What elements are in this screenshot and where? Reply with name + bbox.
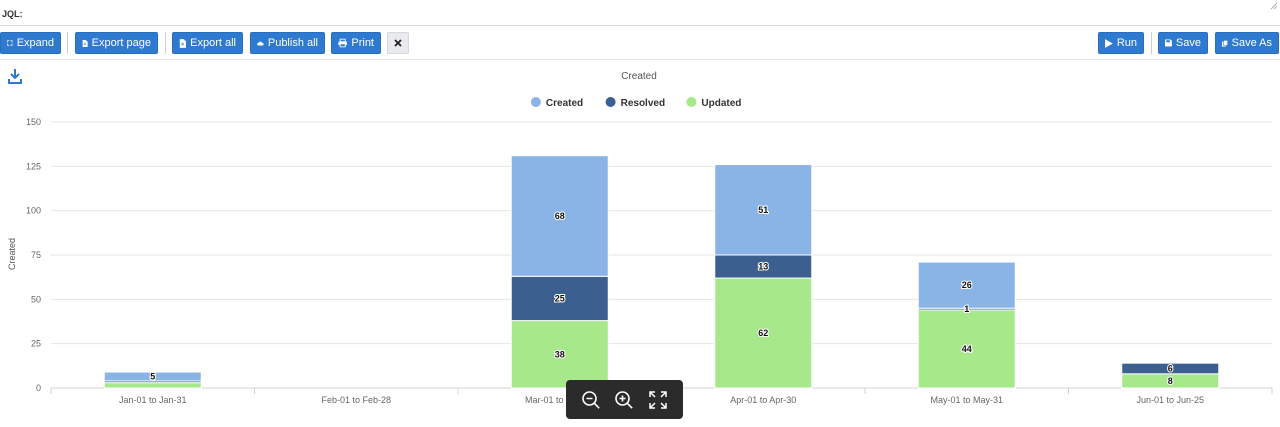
file-export-icon [82,39,88,47]
chart-legend: Created Resolved Updated [530,97,741,109]
expand-icon [7,40,13,46]
data-label: 8 [1168,376,1173,386]
y-tick-label: 75 [31,250,41,260]
data-label: 68 [555,211,565,221]
chart-title: Created [621,71,657,82]
data-label: 25 [555,293,565,303]
x-tick-label: Jan-01 to Jan-31 [119,395,187,405]
legend-item[interactable]: Created [546,98,583,109]
toolbar-separator [165,32,166,54]
print-button[interactable]: Print [331,32,381,54]
x-tick-label: May-01 to May-31 [930,395,1003,405]
zoom-out-icon [582,390,600,409]
zoom-out-button[interactable] [579,388,603,412]
toolbar-separator [67,32,68,54]
bar-segment-resolved[interactable] [510,275,609,322]
print-icon [338,38,347,48]
toolbar: Expand Export page Export all Publish al… [0,26,1280,60]
close-icon [394,39,402,47]
data-label: 26 [962,280,972,290]
save-button[interactable]: Save [1158,32,1208,54]
save-label: Save [1175,37,1201,49]
bar-segment-created[interactable] [103,371,202,382]
data-label: 62 [758,328,768,338]
export-page-label: Export page [91,37,151,49]
legend-marker [530,97,541,107]
legend-item[interactable]: Resolved [621,98,665,109]
save-as-label: Save As [1231,37,1272,49]
bar-segment-created[interactable] [510,155,609,277]
bar-segment-resolved[interactable] [1121,362,1220,375]
jql-input[interactable] [28,3,1276,21]
data-label: 44 [962,344,972,354]
y-tick-label: 125 [26,161,41,171]
y-tick-label: 150 [26,117,41,127]
bar-segment-created[interactable] [714,164,813,256]
play-icon [1105,38,1113,48]
bar-segment-updated[interactable] [103,382,202,389]
print-label: Print [351,37,374,49]
expand-button[interactable]: Expand [0,32,61,54]
bar-segment-updated[interactable] [917,309,1016,389]
legend-item[interactable]: Updated [701,98,741,109]
fullscreen-button[interactable] [646,388,670,412]
data-label: 38 [555,349,565,359]
data-label: 5 [150,371,155,381]
y-tick-label: 25 [31,339,41,349]
export-all-label: Export all [190,37,236,49]
data-label: 13 [758,262,768,272]
data-label: 6 [1168,363,1173,373]
copy-icon [1222,39,1228,47]
x-tick-label: Mar-01 to Mar-31 [525,395,595,405]
resize-grip-icon[interactable] [1270,2,1278,10]
stacked-bar-chart: Created Created Resolved Updated 0 25 50 75 10… [7,71,1273,405]
run-button[interactable]: Run [1098,32,1144,54]
export-all-button[interactable]: Export all [172,32,243,54]
jql-label: JQL: [2,9,23,19]
y-tick-label: 100 [26,206,41,216]
y-tick-label: 50 [31,294,41,304]
zoom-in-icon [615,390,634,409]
run-label: Run [1116,37,1137,49]
bar-segment-updated[interactable] [510,320,609,389]
data-label: 51 [758,205,768,215]
x-tick-label: Apr-01 to Apr-30 [730,395,796,405]
x-tick-label: Jun-01 to Jun-25 [1136,395,1204,405]
zoom-in-button[interactable] [612,388,636,412]
bar-segment-created[interactable] [917,261,1016,309]
y-axis-title: Created [7,238,17,270]
chart-x-axis: Jan-01 to Jan-31 Feb-01 to Feb-28 Mar-01 t… [50,388,1273,405]
fullscreen-icon [649,390,667,409]
x-tick-label: Feb-01 to Feb-28 [321,395,391,405]
data-label: 1 [964,304,969,314]
publish-all-button[interactable]: Publish all [250,32,325,54]
toolbar-separator [1151,32,1152,54]
cloud-icon [257,41,264,46]
save-as-button[interactable]: Save As [1215,32,1279,54]
download-icon[interactable] [8,68,22,84]
publish-all-label: Publish all [267,37,318,49]
legend-marker [605,97,616,107]
legend-marker [686,97,697,107]
bar-segment-updated[interactable] [714,277,813,389]
expand-label: Expand [16,37,54,49]
chart-data-labels: 5 38 25 68 62 13 51 44 1 26 8 6 [149,204,1174,387]
y-tick-label: 0 [36,383,41,393]
jql-bar: JQL: [0,0,1280,26]
zoom-controls [566,380,683,419]
file-export-icon [179,38,187,48]
close-button[interactable] [387,32,409,54]
chart-bars [103,155,1220,389]
export-page-button[interactable]: Export page [75,32,158,54]
floppy-icon [1165,39,1172,47]
